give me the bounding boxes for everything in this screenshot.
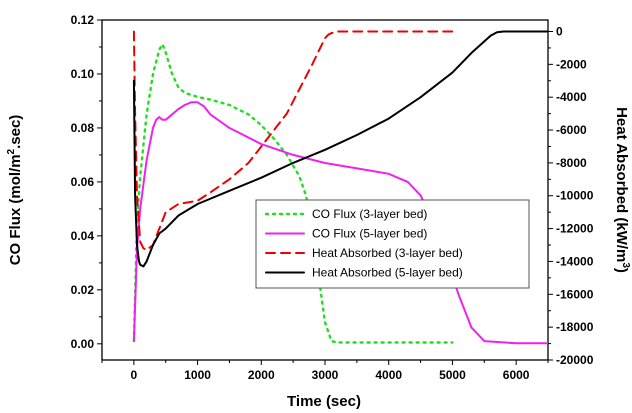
y-right-tick-label: -6000 bbox=[556, 123, 587, 137]
legend-label-2: CO Flux (5-layer bed) bbox=[312, 227, 427, 241]
plot-frame bbox=[101, 19, 549, 361]
x-tick-label: 5000 bbox=[439, 368, 466, 382]
y-left-tick-label: 0.12 bbox=[71, 13, 95, 27]
y-left-axis-title-sup: 2 bbox=[6, 148, 17, 154]
y-left-tick-label: 0.04 bbox=[71, 229, 95, 243]
y-right-tick-label: -10000 bbox=[556, 189, 594, 203]
series-layer bbox=[132, 30, 548, 345]
x-axis-title: Time (sec) bbox=[287, 393, 361, 410]
y-right-tick-label: -2000 bbox=[556, 57, 587, 71]
y-left-tick-label: 0.08 bbox=[71, 121, 95, 135]
x-tick-label: 4000 bbox=[375, 368, 402, 382]
y-left-axis-title-tail: .sec) bbox=[7, 115, 24, 149]
legend-label-3: Heat Absorbed (3-layer bed) bbox=[312, 246, 463, 260]
ticks-layer: 0 1000 2000 3000 4000 5000 6000 0.00 0.02 0.04 0.0… bbox=[71, 13, 594, 382]
y-right-axis-title-sup: 3 bbox=[620, 262, 631, 268]
y-left-tick-label: 0.00 bbox=[71, 337, 95, 351]
legend-label-1: CO Flux (3-layer bed) bbox=[312, 207, 427, 221]
x-tick-label: 3000 bbox=[312, 368, 339, 382]
x-tick-label: 6000 bbox=[503, 368, 530, 382]
y-right-tick-label: -14000 bbox=[556, 254, 594, 268]
series-line-4 bbox=[132, 30, 548, 268]
y-right-tick-label: -12000 bbox=[556, 222, 594, 236]
y-left-axis-title: CO Flux (mol/m2.sec) bbox=[6, 115, 24, 266]
x-tick-label: 1000 bbox=[184, 368, 211, 382]
y-right-tick-label: -8000 bbox=[556, 156, 587, 170]
y-right-tick-label: -18000 bbox=[556, 320, 594, 334]
y-right-tick-label: -16000 bbox=[556, 287, 594, 301]
series-line-1 bbox=[132, 43, 454, 344]
y-right-tick-label: 0 bbox=[556, 24, 563, 38]
x-tick-label: 2000 bbox=[248, 368, 275, 382]
plot-frame-layer bbox=[101, 19, 549, 361]
y-right-axis-title-tail: ) bbox=[613, 268, 630, 273]
y-right-tick-label: -4000 bbox=[556, 90, 587, 104]
legend: CO Flux (3-layer bed) CO Flux (5-layer be… bbox=[255, 199, 530, 289]
y-left-tick-label: 0.02 bbox=[71, 283, 95, 297]
y-right-axis-title-main: Heat Absorbed (kW/m bbox=[613, 107, 630, 262]
y-right-axis-title: Heat Absorbed (kW/m3) bbox=[613, 107, 631, 273]
y-left-tick-label: 0.06 bbox=[71, 175, 95, 189]
series-line-3 bbox=[132, 30, 454, 251]
x-tick-label: 0 bbox=[131, 368, 138, 382]
y-right-tick-label: -20000 bbox=[556, 353, 594, 367]
y-left-axis-title-main: CO Flux (mol/m bbox=[7, 154, 24, 265]
legend-label-4: Heat Absorbed (5-layer bed) bbox=[312, 266, 463, 280]
y-left-tick-label: 0.10 bbox=[71, 67, 95, 81]
